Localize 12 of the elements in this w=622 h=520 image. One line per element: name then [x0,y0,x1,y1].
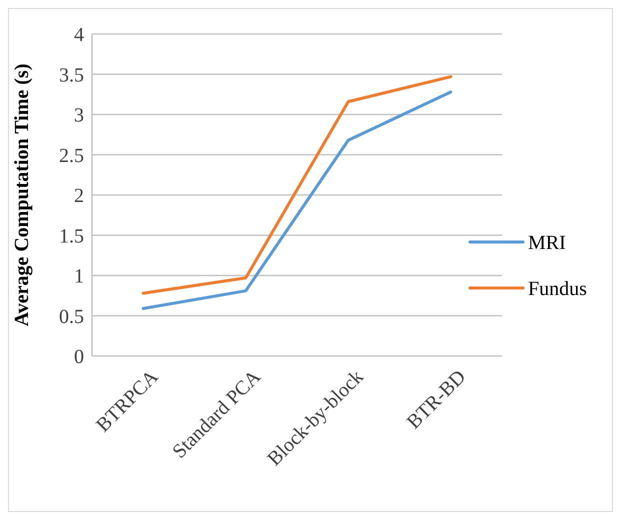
y-tick-label: 2 [74,185,84,207]
y-tick-label: 0.5 [59,306,84,328]
y-axis-title: Average Computation Time (s) [11,64,33,326]
y-tick-label: 0 [74,346,84,368]
y-tick-label: 3.5 [59,64,84,86]
legend-label: Fundus [528,278,588,300]
y-tick-label: 2.5 [59,144,84,167]
y-tick-label: 4 [74,24,84,46]
y-tick-label: 1.5 [59,225,84,248]
y-tick-label: 1 [74,266,84,288]
y-tick-label: 3 [74,104,84,126]
legend-label: MRI [528,232,566,254]
